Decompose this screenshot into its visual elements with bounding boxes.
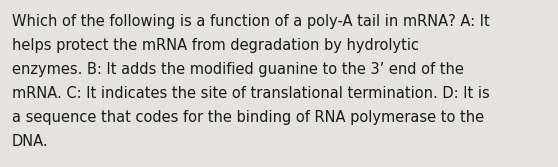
Text: enzymes. B: It adds the modified guanine to the 3’ end of the: enzymes. B: It adds the modified guanine… [12, 62, 464, 77]
Text: helps protect the mRNA from degradation by hydrolytic: helps protect the mRNA from degradation … [12, 38, 419, 53]
Text: a sequence that codes for the binding of RNA polymerase to the: a sequence that codes for the binding of… [12, 110, 484, 125]
Text: mRNA. C: It indicates the site of translational termination. D: It is: mRNA. C: It indicates the site of transl… [12, 86, 490, 101]
Text: DNA.: DNA. [12, 134, 49, 149]
Text: Which of the following is a function of a poly-A tail in mRNA? A: It: Which of the following is a function of … [12, 14, 490, 29]
